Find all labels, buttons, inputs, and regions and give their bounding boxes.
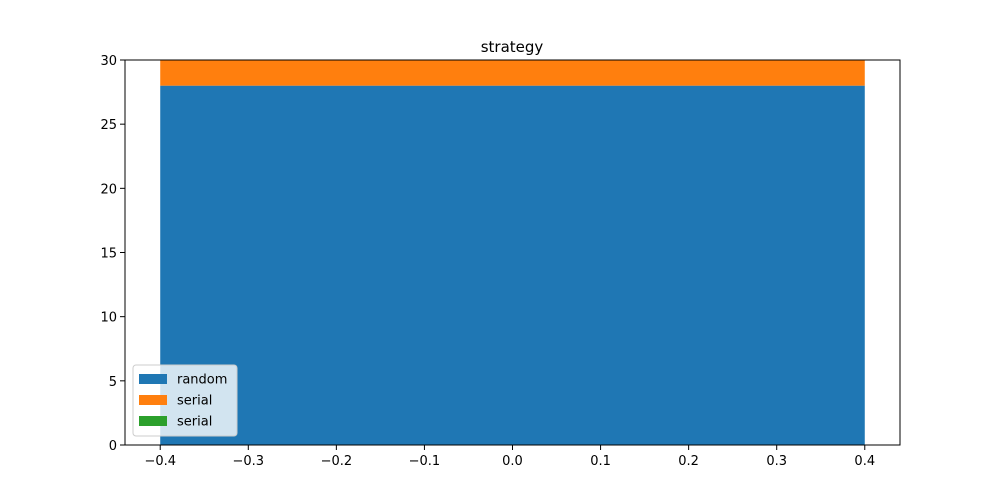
x-tick-label: −0.3 bbox=[233, 454, 265, 469]
x-tick-label: 0.1 bbox=[590, 454, 611, 469]
plot-frame bbox=[124, 59, 901, 446]
y-tick-label: 5 bbox=[109, 375, 117, 390]
y-tick-label: 15 bbox=[100, 247, 117, 262]
legend: random serial serial bbox=[132, 364, 238, 437]
x-tick-label: −0.2 bbox=[321, 454, 353, 469]
legend-label-2: serial bbox=[177, 415, 212, 430]
legend-label-1: serial bbox=[177, 394, 212, 409]
x-tick-label: 0.3 bbox=[766, 454, 787, 469]
x-tick-label: −0.1 bbox=[409, 454, 441, 469]
legend-label-0: random bbox=[177, 373, 227, 388]
y-tick-label: 10 bbox=[100, 311, 117, 326]
x-tick-label: 0.4 bbox=[854, 454, 875, 469]
bars-layer bbox=[160, 60, 865, 446]
x-tick-label: 0.0 bbox=[502, 454, 523, 469]
legend-swatch-1 bbox=[139, 395, 167, 405]
x-axis: −0.4 −0.3 −0.2 −0.1 0.0 0.1 0.2 0.3 0.4 bbox=[144, 445, 875, 469]
y-axis: 0 5 10 15 20 25 30 bbox=[100, 54, 125, 454]
y-tick-label: 30 bbox=[100, 54, 117, 69]
legend-swatch-2 bbox=[139, 416, 167, 426]
x-tick-label: −0.4 bbox=[144, 454, 176, 469]
bar-segment-1 bbox=[160, 60, 865, 86]
y-tick-label: 0 bbox=[109, 439, 117, 454]
y-tick-label: 20 bbox=[100, 182, 117, 197]
y-tick-label: 25 bbox=[100, 118, 117, 133]
legend-swatch-0 bbox=[139, 374, 167, 384]
chart-title: strategy bbox=[481, 38, 544, 56]
x-tick-label: 0.2 bbox=[678, 454, 699, 469]
bar-segment-0 bbox=[160, 85, 865, 446]
